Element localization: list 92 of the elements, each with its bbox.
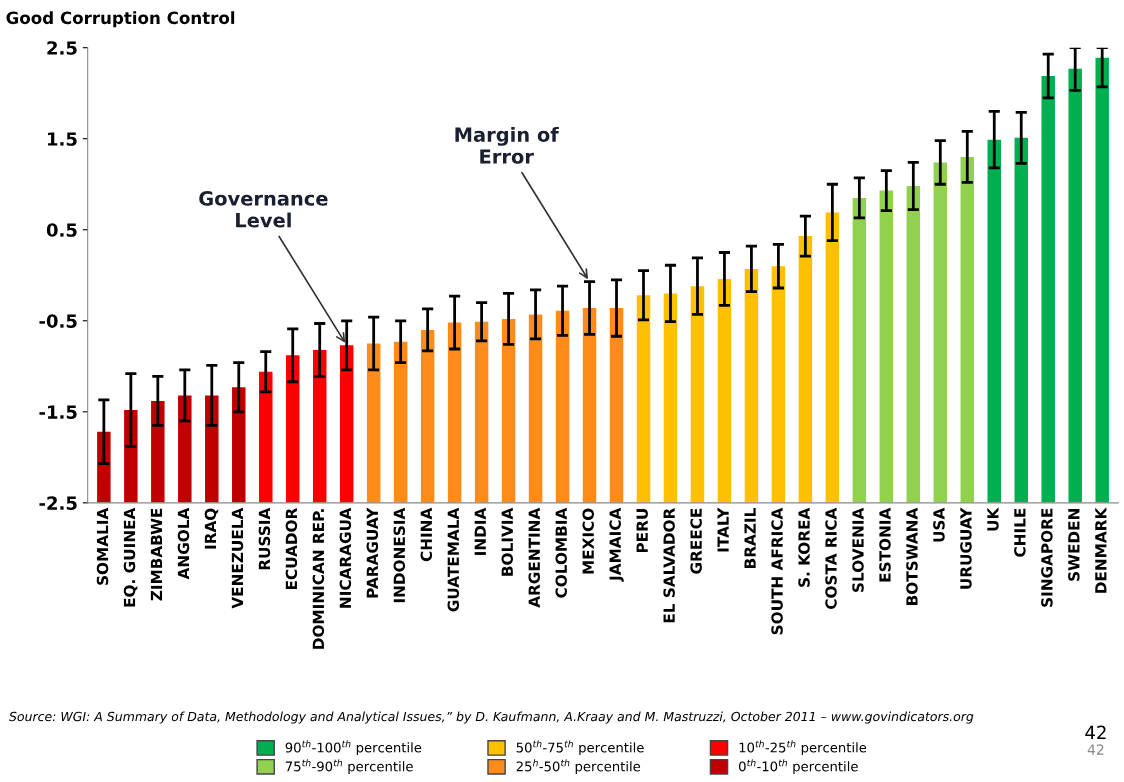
bar	[339, 345, 354, 503]
bar	[879, 190, 894, 503]
annotation: Governance Level	[199, 191, 328, 228]
x-tick-label: GREECE	[690, 508, 702, 574]
x-tick-label: CHINA	[420, 507, 433, 562]
x-tick-label: ESTONIA	[879, 507, 891, 582]
x-tick-label: NICARAGUA	[339, 507, 352, 608]
x-tick-label: VENEZUELA	[231, 507, 244, 609]
legend-label: 0$^{th}$-10$^{th}$ percentile	[739, 759, 858, 774]
bar	[151, 400, 165, 503]
x-tick-label: GUATEMALA	[447, 507, 460, 612]
bar	[501, 318, 516, 503]
source-note: Source: WGI: A Summary of Data, Methodology and Analytical Issues,” by D. Kaufmann, A.Kraay and M. Mastruzzi, October 2011 – www.govindicators.org	[9, 711, 974, 724]
y-tick-label: -1.5	[39, 405, 77, 419]
legend-label: 50$^{th}$-75$^{th}$ percentile	[516, 740, 644, 756]
bar	[447, 322, 462, 503]
x-tick-label: INDIA	[474, 507, 486, 555]
legend-label: 90$^{th}$-100$^{th}$ percentile	[285, 740, 422, 756]
y-axis-title: Good Corruption Control	[6, 11, 235, 28]
annotation: Margin of Error	[455, 126, 559, 164]
bar	[232, 387, 246, 503]
y-tick-label: 0.5	[46, 223, 77, 237]
bar	[609, 308, 624, 503]
bar	[798, 236, 813, 503]
x-tick-label: ECUADOR	[285, 508, 298, 590]
legend-label: 25$^{h}$-50$^{th}$ percentile	[516, 759, 641, 774]
x-tick-label: JAMAICA	[609, 507, 624, 582]
x-tick-label: USA	[933, 507, 945, 542]
legend-label: 75$^{th}$-90$^{th}$ percentile	[285, 759, 413, 774]
bar	[960, 156, 975, 503]
x-tick-label: ANGOLA	[177, 507, 190, 580]
x-tick-label: DOMINICAN REP.	[312, 509, 325, 649]
bar	[744, 268, 759, 503]
x-tick-label: COSTA RICA	[825, 507, 837, 609]
bar	[987, 139, 1002, 503]
text: 42	[1087, 744, 1104, 755]
bar	[555, 310, 570, 503]
x-tick-label: ZIMBABWE	[150, 508, 163, 601]
x-tick-label: S. KOREA	[798, 507, 810, 587]
bar	[1095, 57, 1109, 503]
x-tick-label: EQ. GUINEA	[123, 507, 138, 607]
x-tick-label: ITALY	[717, 507, 729, 552]
x-tick-label: INDONESIA	[393, 507, 406, 603]
x-tick-label: DENMARK	[1095, 507, 1107, 593]
bar	[393, 341, 408, 503]
bar	[205, 395, 219, 503]
bar	[528, 314, 543, 503]
bar	[1041, 75, 1055, 503]
bar	[636, 295, 651, 503]
x-tick-label: PERU	[636, 509, 648, 553]
x-tick-label: PARAGUAY	[366, 507, 379, 598]
x-tick-label: IRAQ	[204, 508, 219, 549]
y-tick-label: -0.5	[39, 314, 77, 328]
x-tick-label: BOLIVIA	[501, 507, 514, 576]
bar	[906, 186, 921, 503]
legend-label: 10$^{th}$-25$^{th}$ percentile	[739, 740, 867, 756]
text: 42	[1085, 725, 1106, 739]
bar	[178, 395, 192, 503]
bar	[259, 371, 273, 503]
y-tick-label: 1.5	[48, 132, 77, 146]
bar	[285, 355, 300, 503]
bar	[933, 162, 948, 503]
bar	[312, 349, 327, 503]
x-tick-label: SINGAPORE	[1041, 508, 1053, 607]
x-tick-label: MEXICO	[582, 508, 594, 574]
bar	[1068, 68, 1082, 503]
bar	[474, 321, 489, 503]
bar	[582, 308, 597, 503]
x-tick-label: BRAZIL	[744, 508, 756, 569]
bar	[663, 293, 678, 503]
y-tick-label: -2.5	[39, 496, 77, 510]
bar	[366, 343, 381, 503]
x-tick-label: UK	[987, 507, 999, 531]
x-tick-label: ARGENTINA	[528, 507, 540, 608]
x-tick-label: CHILE	[1014, 508, 1026, 557]
bar	[690, 286, 705, 503]
x-tick-label: COLOMBIA	[555, 507, 567, 598]
bar	[717, 278, 732, 503]
x-tick-label: SWEDEN	[1068, 509, 1080, 581]
y-tick-label: 2.5	[47, 41, 77, 55]
bar	[420, 329, 435, 503]
bar	[771, 266, 786, 503]
x-tick-label: BOTSWANA	[906, 507, 918, 605]
x-tick-label: EL SALVADOR	[663, 507, 675, 623]
x-tick-label: SOUTH AFRICA	[771, 507, 783, 635]
x-tick-label: URUGUAY	[960, 507, 972, 589]
bar	[825, 212, 840, 503]
x-tick-label: SLOVENIA	[852, 507, 864, 592]
x-tick-label: SOMALIA	[96, 507, 109, 585]
x-tick-label: RUSSIA	[258, 507, 271, 570]
bar	[1014, 137, 1028, 503]
bar	[852, 197, 867, 503]
